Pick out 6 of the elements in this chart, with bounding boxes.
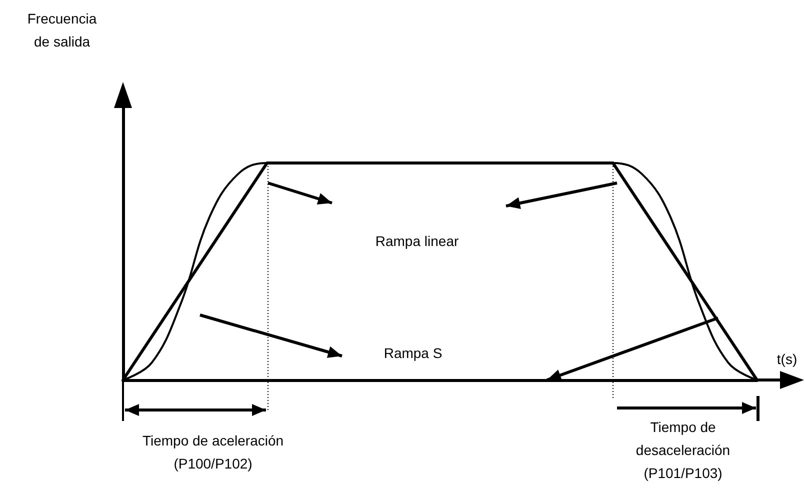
- annotation: Rampa S: [384, 345, 442, 361]
- text: Tiempo de aceleración (P100/P102): [142, 432, 284, 472]
- annotation: Rampa linear: [375, 233, 459, 249]
- text: Frecuencia de salida: [27, 10, 97, 50]
- x-axis-title: t(s): [776, 351, 798, 367]
- text: Tiempo de desaceleración (P101/P103): [636, 419, 730, 481]
